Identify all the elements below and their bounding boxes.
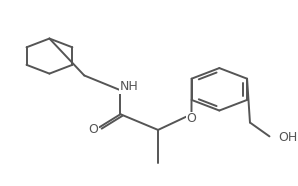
Text: O: O [187, 112, 196, 125]
Text: OH: OH [278, 131, 297, 144]
Text: O: O [89, 124, 98, 136]
Text: NH: NH [119, 80, 138, 93]
